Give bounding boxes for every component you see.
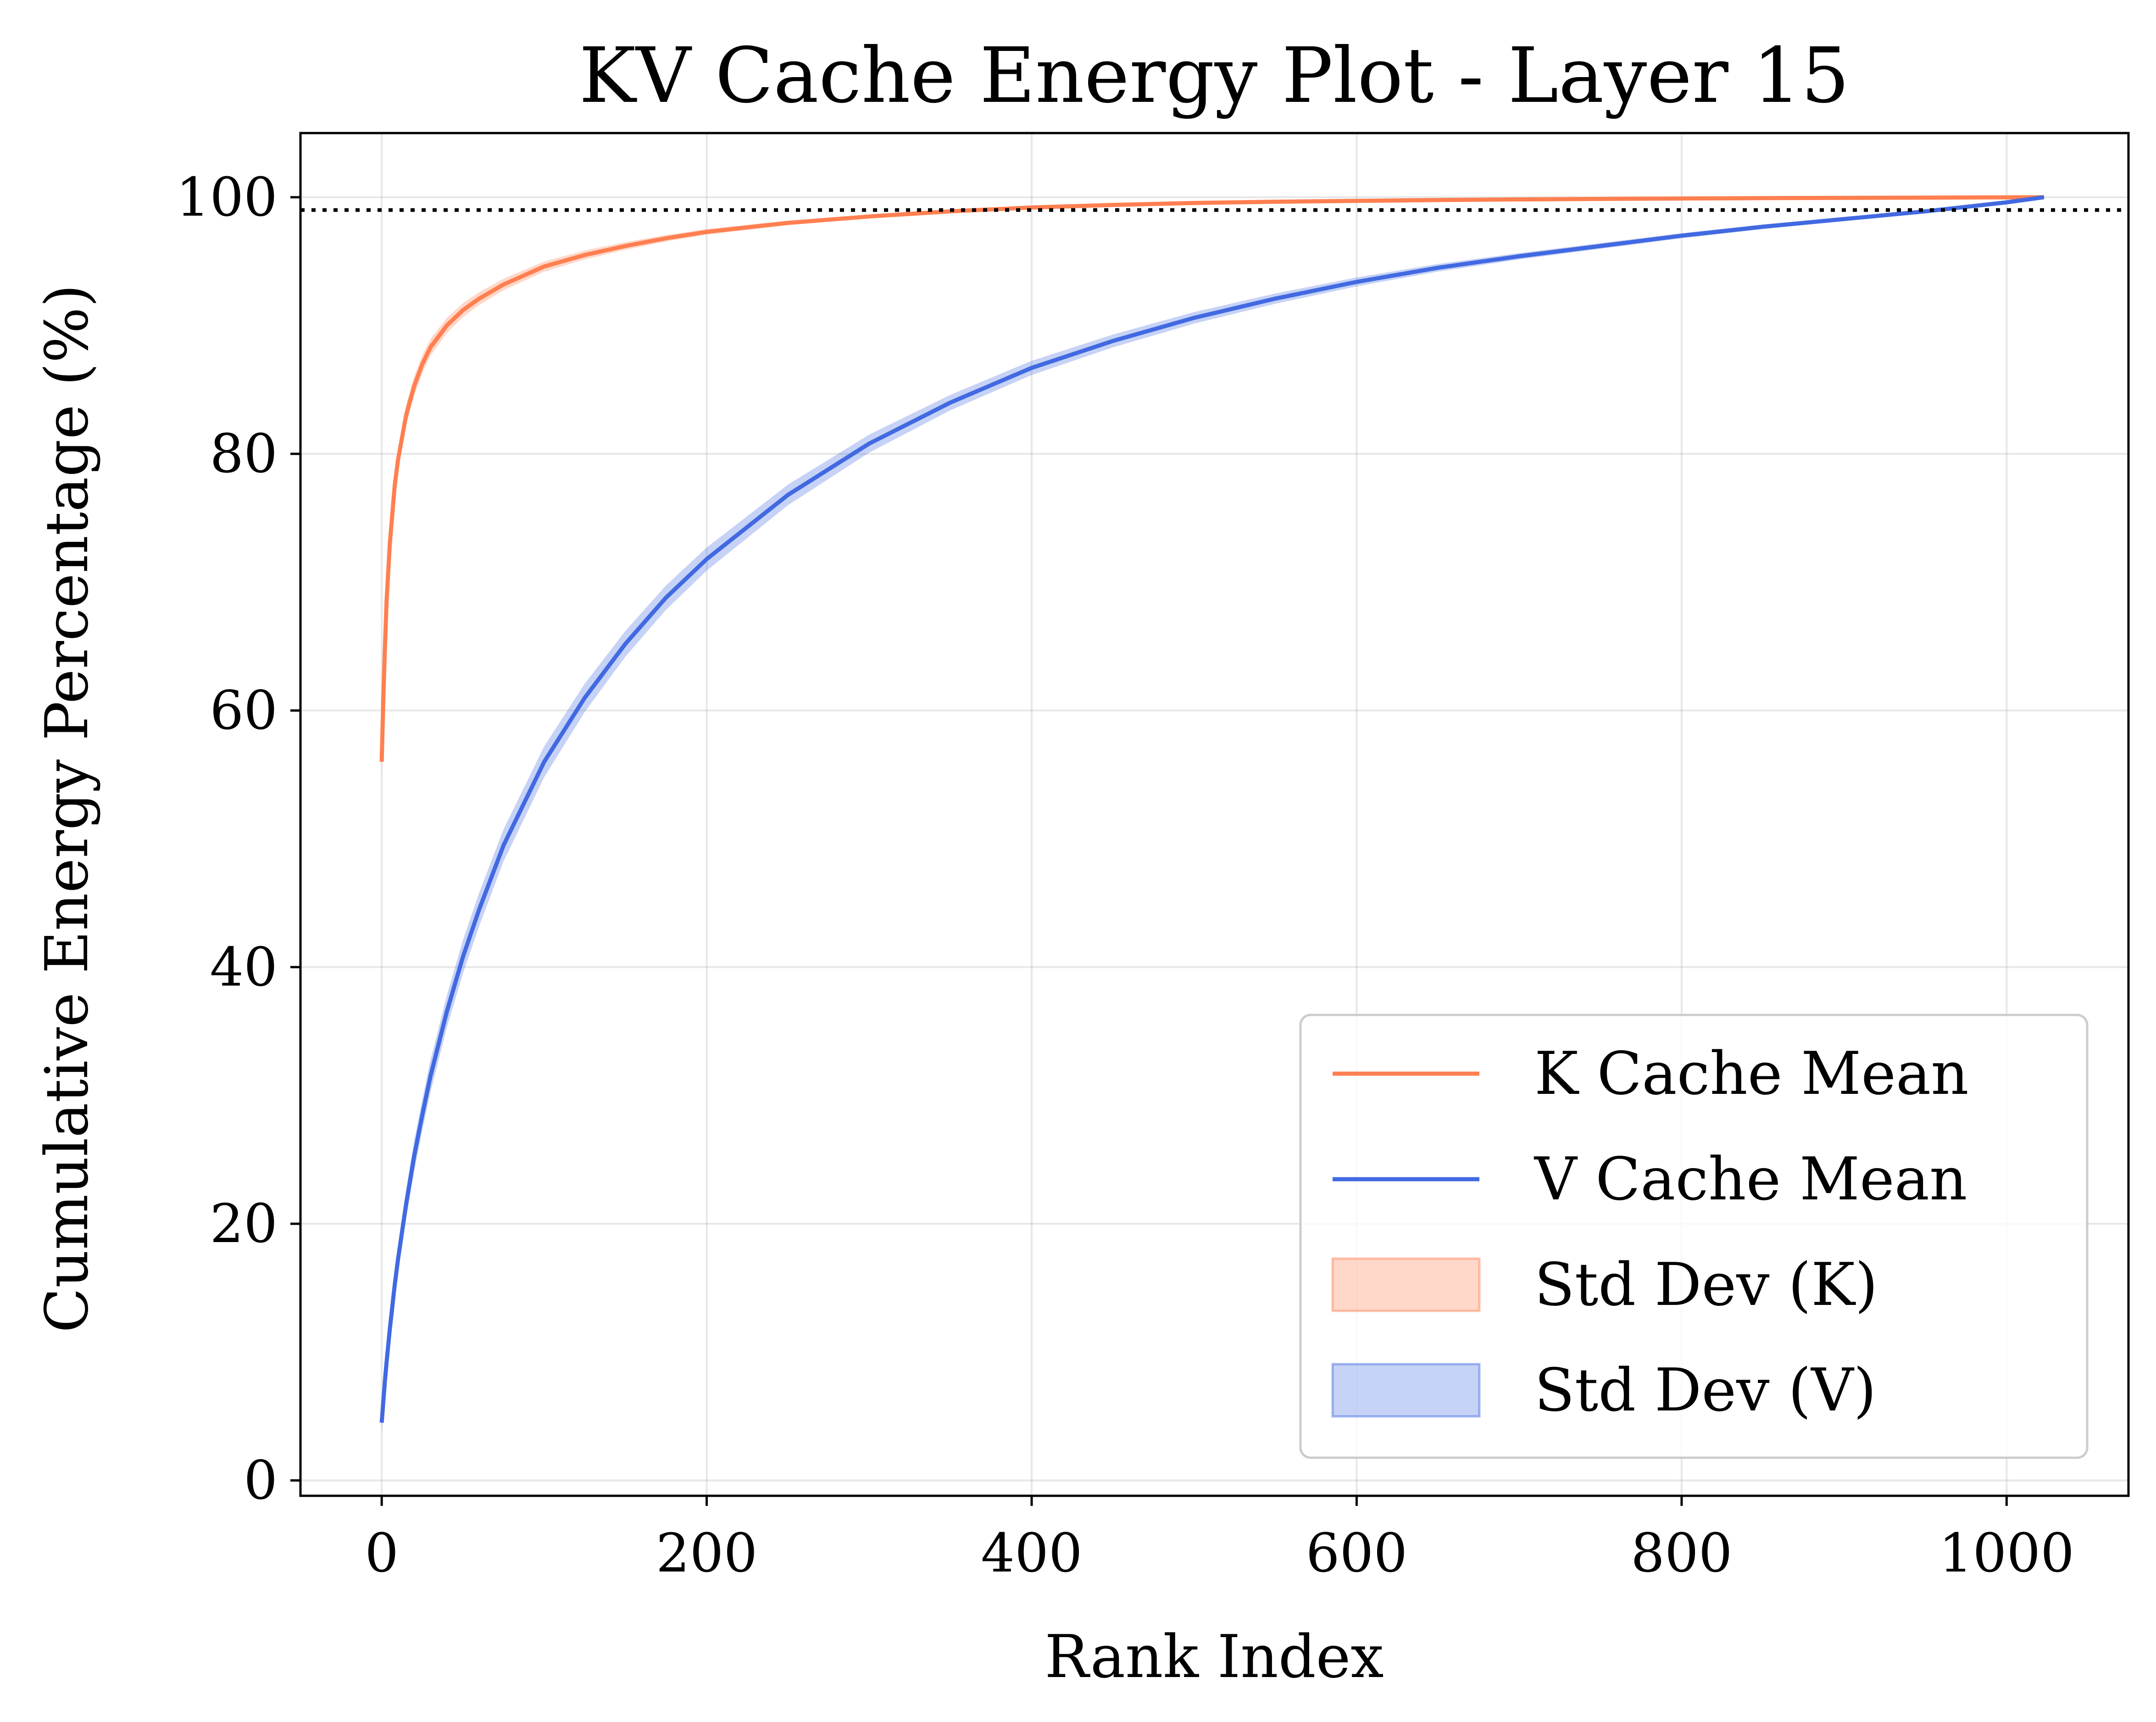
- x-axis-label: Rank Index: [1045, 1623, 1384, 1691]
- x-tick-label: 200: [656, 1522, 757, 1584]
- series-line-k-cache-mean: [379, 195, 2044, 762]
- x-tick-label: 800: [1631, 1522, 1732, 1584]
- y-tick-label: 60: [210, 680, 278, 741]
- legend-box: [1299, 1014, 2089, 1459]
- mean-lines: [379, 195, 2045, 1423]
- x-tick-label: 400: [981, 1522, 1082, 1584]
- y-tick-label: 20: [210, 1193, 278, 1255]
- legend-label: Std Dev (K): [1534, 1251, 1878, 1319]
- x-tick-label: 0: [365, 1522, 399, 1584]
- y-tick-label: 40: [210, 936, 278, 998]
- legend-swatch-band: [1331, 1257, 1481, 1312]
- y-tick-label: 80: [210, 423, 278, 485]
- plot-frame: [299, 132, 2130, 1497]
- legend-label: V Cache Mean: [1534, 1145, 1967, 1214]
- legend: K Cache Mean V Cache Mean Std Dev (K) Std D…: [1299, 1014, 2089, 1459]
- axis-ticks: 0 200 400 600 800 1000 0 20 40 60 80 100: [176, 167, 2074, 1584]
- y-tick-label: 100: [176, 167, 278, 228]
- y-axis-label: Cumulative Energy Percentage (%): [33, 284, 101, 1332]
- chart-title: KV Cache Energy Plot - Layer 15: [579, 32, 1850, 120]
- grid-lines: [300, 133, 2128, 1496]
- y-tick-label: 0: [244, 1449, 278, 1511]
- x-tick-label: 1000: [1939, 1522, 2074, 1584]
- series-line-v-cache-mean: [379, 195, 2045, 1423]
- x-tick-label: 600: [1306, 1522, 1407, 1584]
- legend-swatch-band: [1331, 1363, 1481, 1418]
- legend-label: K Cache Mean: [1534, 1040, 1969, 1108]
- legend-label: Std Dev (V): [1534, 1356, 1876, 1425]
